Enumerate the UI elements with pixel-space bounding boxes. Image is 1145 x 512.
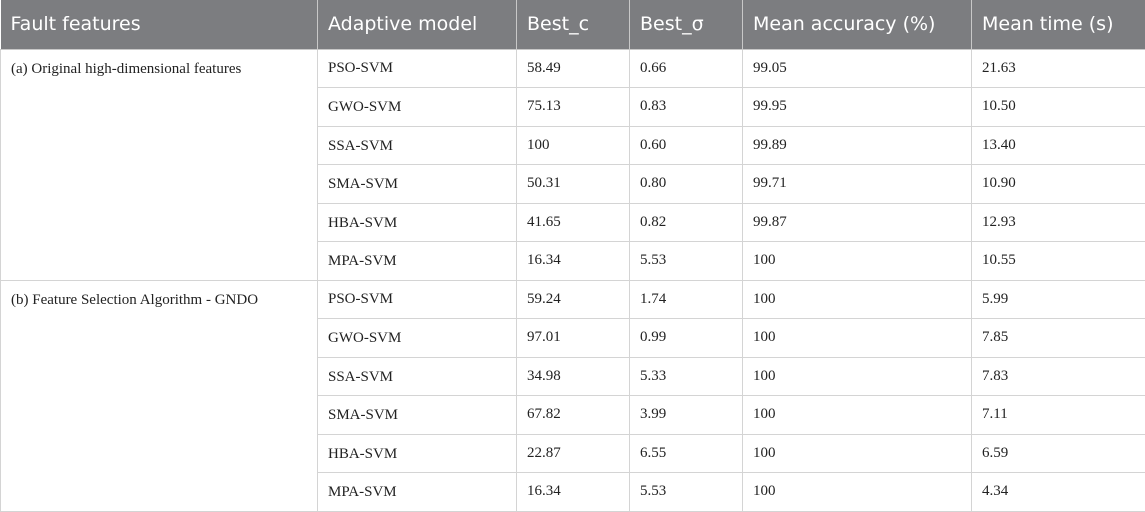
mean-time-cell: 10.55 (972, 242, 1145, 281)
mean-accuracy-cell: 99.05 (743, 49, 972, 88)
best-sigma-cell: 3.99 (630, 396, 743, 435)
group-label-cell: (a) Original high-dimensional features (1, 49, 318, 280)
mean-accuracy-cell: 100 (743, 280, 972, 319)
mean-time-cell: 6.59 (972, 434, 1145, 473)
mean-accuracy-cell: 99.71 (743, 165, 972, 204)
mean-accuracy-cell: 99.95 (743, 88, 972, 127)
best-sigma-cell: 1.74 (630, 280, 743, 319)
header-mean-time: Mean time (s) (972, 0, 1145, 49)
best-c-cell: 75.13 (517, 88, 630, 127)
model-cell: SSA-SVM (318, 126, 517, 165)
model-cell: MPA-SVM (318, 473, 517, 512)
best-c-cell: 100 (517, 126, 630, 165)
mean-time-cell: 10.90 (972, 165, 1145, 204)
best-c-cell: 41.65 (517, 203, 630, 242)
best-c-cell: 59.24 (517, 280, 630, 319)
best-sigma-cell: 5.33 (630, 357, 743, 396)
mean-time-cell: 7.85 (972, 319, 1145, 358)
header-best-c: Best_c (517, 0, 630, 49)
best-sigma-cell: 5.53 (630, 473, 743, 512)
mean-time-cell: 21.63 (972, 49, 1145, 88)
model-cell: MPA-SVM (318, 242, 517, 281)
best-sigma-cell: 6.55 (630, 434, 743, 473)
best-sigma-cell: 0.80 (630, 165, 743, 204)
model-cell: PSO-SVM (318, 280, 517, 319)
best-c-cell: 16.34 (517, 242, 630, 281)
group-label-cell: (b) Feature Selection Algorithm - GNDO (1, 280, 318, 511)
best-sigma-cell: 0.60 (630, 126, 743, 165)
best-c-cell: 97.01 (517, 319, 630, 358)
header-mean-accuracy: Mean accuracy (%) (743, 0, 972, 49)
header-adaptive-model: Adaptive model (318, 0, 517, 49)
model-cell: GWO-SVM (318, 319, 517, 358)
model-cell: GWO-SVM (318, 88, 517, 127)
best-sigma-cell: 0.99 (630, 319, 743, 358)
best-c-cell: 22.87 (517, 434, 630, 473)
best-c-cell: 50.31 (517, 165, 630, 204)
mean-accuracy-cell: 100 (743, 357, 972, 396)
mean-time-cell: 7.83 (972, 357, 1145, 396)
model-cell: SMA-SVM (318, 165, 517, 204)
model-cell: PSO-SVM (318, 49, 517, 88)
mean-accuracy-cell: 100 (743, 396, 972, 435)
header-row: Fault features Adaptive model Best_c Bes… (1, 0, 1145, 49)
header-best-sigma: Best_σ (630, 0, 743, 49)
table-header: Fault features Adaptive model Best_c Bes… (1, 0, 1145, 49)
model-cell: HBA-SVM (318, 434, 517, 473)
mean-accuracy-cell: 100 (743, 473, 972, 512)
best-sigma-cell: 0.82 (630, 203, 743, 242)
best-c-cell: 58.49 (517, 49, 630, 88)
best-c-cell: 16.34 (517, 473, 630, 512)
mean-time-cell: 7.11 (972, 396, 1145, 435)
best-sigma-cell: 0.83 (630, 88, 743, 127)
header-fault-features: Fault features (1, 0, 318, 49)
mean-time-cell: 12.93 (972, 203, 1145, 242)
mean-accuracy-cell: 100 (743, 242, 972, 281)
best-c-cell: 34.98 (517, 357, 630, 396)
mean-time-cell: 13.40 (972, 126, 1145, 165)
model-cell: HBA-SVM (318, 203, 517, 242)
best-sigma-cell: 5.53 (630, 242, 743, 281)
best-sigma-cell: 0.66 (630, 49, 743, 88)
model-cell: SSA-SVM (318, 357, 517, 396)
mean-time-cell: 5.99 (972, 280, 1145, 319)
best-c-cell: 67.82 (517, 396, 630, 435)
mean-accuracy-cell: 100 (743, 434, 972, 473)
model-cell: SMA-SVM (318, 396, 517, 435)
mean-accuracy-cell: 99.89 (743, 126, 972, 165)
mean-time-cell: 10.50 (972, 88, 1145, 127)
mean-accuracy-cell: 99.87 (743, 203, 972, 242)
mean-time-cell: 4.34 (972, 473, 1145, 512)
mean-accuracy-cell: 100 (743, 319, 972, 358)
